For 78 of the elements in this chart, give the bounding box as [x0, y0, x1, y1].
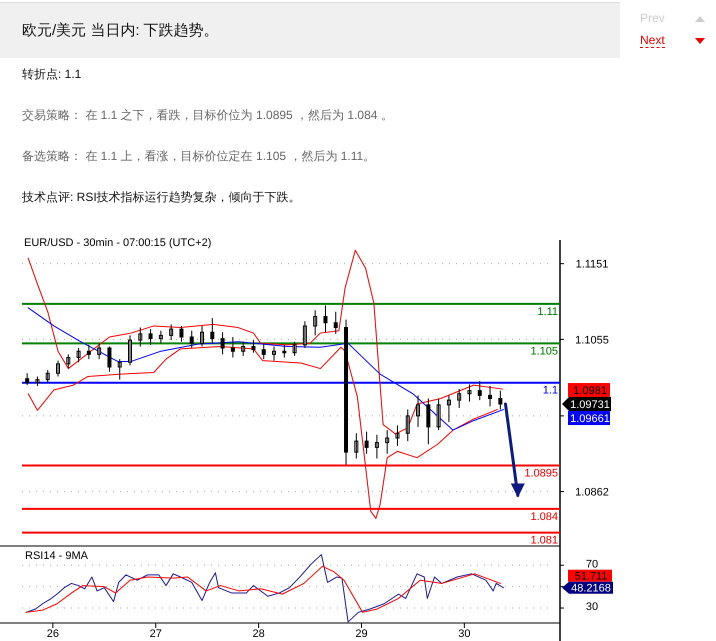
- candlestick: [158, 330, 163, 344]
- y-tick-label: 1.1151: [576, 258, 608, 271]
- candlestick: [272, 346, 276, 362]
- candlestick: [354, 432, 358, 459]
- candlestick: [467, 384, 472, 402]
- ref-line-label: 1.11: [537, 306, 558, 318]
- candlestick: [457, 388, 462, 408]
- candlestick: [210, 318, 214, 344]
- candlestick: [446, 394, 451, 423]
- candlestick: [488, 385, 492, 407]
- candlestick: [313, 310, 318, 336]
- candlestick: [385, 430, 390, 454]
- x-tick-label: 29: [355, 628, 368, 640]
- text: 备选策略： 在 1.1 上，看涨，目标价位定在 1.105 ，然后为 1.11。: [22, 148, 376, 165]
- candlestick: [478, 380, 482, 401]
- ref-line-label: 1.0895: [524, 468, 558, 480]
- candlestick: [220, 332, 225, 355]
- candlestick: [395, 424, 400, 446]
- candlestick: [292, 341, 297, 356]
- candlestick: [241, 341, 246, 356]
- x-tick-label: 28: [252, 628, 265, 640]
- candlestick: [138, 327, 142, 347]
- text: Next: [640, 33, 665, 48]
- candlestick: [179, 325, 184, 342]
- price-tag: 48.2168: [562, 582, 613, 595]
- candlestick: [148, 328, 153, 346]
- ref-line-label: 1.084: [530, 510, 558, 523]
- candlestick: [118, 358, 122, 380]
- line-series: [26, 566, 501, 613]
- candlestick: [436, 398, 441, 431]
- ref-line-label: 1.081: [530, 534, 558, 547]
- candlestick: [416, 394, 420, 428]
- candlestick: [426, 398, 430, 445]
- candlestick: [97, 342, 102, 360]
- candlestick: [344, 319, 348, 466]
- candlestick: [406, 409, 410, 442]
- candlestick: [56, 360, 60, 377]
- chart-subtitle: EUR/USD - 30min - 07:00:15 (UTC+2): [24, 237, 212, 249]
- y-tick-label: 1.1055: [575, 334, 609, 346]
- line-series: [28, 250, 503, 435]
- price-tag: 1.09661: [568, 411, 610, 426]
- y-tick-label: 30: [586, 601, 598, 614]
- candlestick: [107, 346, 112, 372]
- text: 技术点评: RSI技术指标运行趋势复杂，倾向于下跌。: [22, 189, 301, 206]
- ref-line-label: 1.1: [542, 384, 558, 397]
- candlestick: [262, 342, 266, 360]
- candlestick: [200, 325, 204, 347]
- candlestick: [46, 370, 50, 384]
- candlestick: [169, 324, 174, 341]
- y-tick-label: 70: [586, 558, 598, 570]
- x-tick-label: 26: [46, 628, 59, 640]
- candlestick: [230, 336, 235, 358]
- candlestick: [364, 431, 369, 454]
- x-tick-label: 27: [150, 628, 162, 640]
- candlestick: [282, 344, 286, 358]
- price-tag: 51.711: [568, 570, 612, 583]
- ref-line-label: 1.105: [530, 345, 558, 358]
- candlestick: [323, 304, 328, 333]
- x-tick-label: 30: [458, 628, 470, 640]
- chart-title: RSI14 - 9MA: [25, 550, 89, 562]
- candlestick: [25, 372, 30, 386]
- candlestick: [128, 334, 132, 366]
- y-tick-label: 1.0862: [575, 486, 609, 499]
- candlestick: [374, 434, 379, 459]
- candlestick: [251, 340, 256, 354]
- candlestick: [498, 390, 502, 410]
- candlestick: [334, 311, 338, 334]
- price-tag: 1.09731: [562, 397, 611, 412]
- candlestick: [76, 348, 81, 363]
- text: 交易策略： 在 1.1 之下，看跌，目标价位为 1.0895 ，然后为 1.084 。: [22, 107, 393, 124]
- candlestick: [66, 354, 70, 370]
- candlestick: [35, 376, 40, 386]
- text: 转折点: 1.1: [22, 66, 82, 83]
- price-tag: 1.0981: [568, 383, 610, 398]
- candlestick: [302, 320, 307, 349]
- candlestick: [86, 344, 91, 360]
- candlestick: [190, 330, 194, 349]
- chart-title: 欧元/美元 当日内: 下跌趋势。: [22, 21, 219, 40]
